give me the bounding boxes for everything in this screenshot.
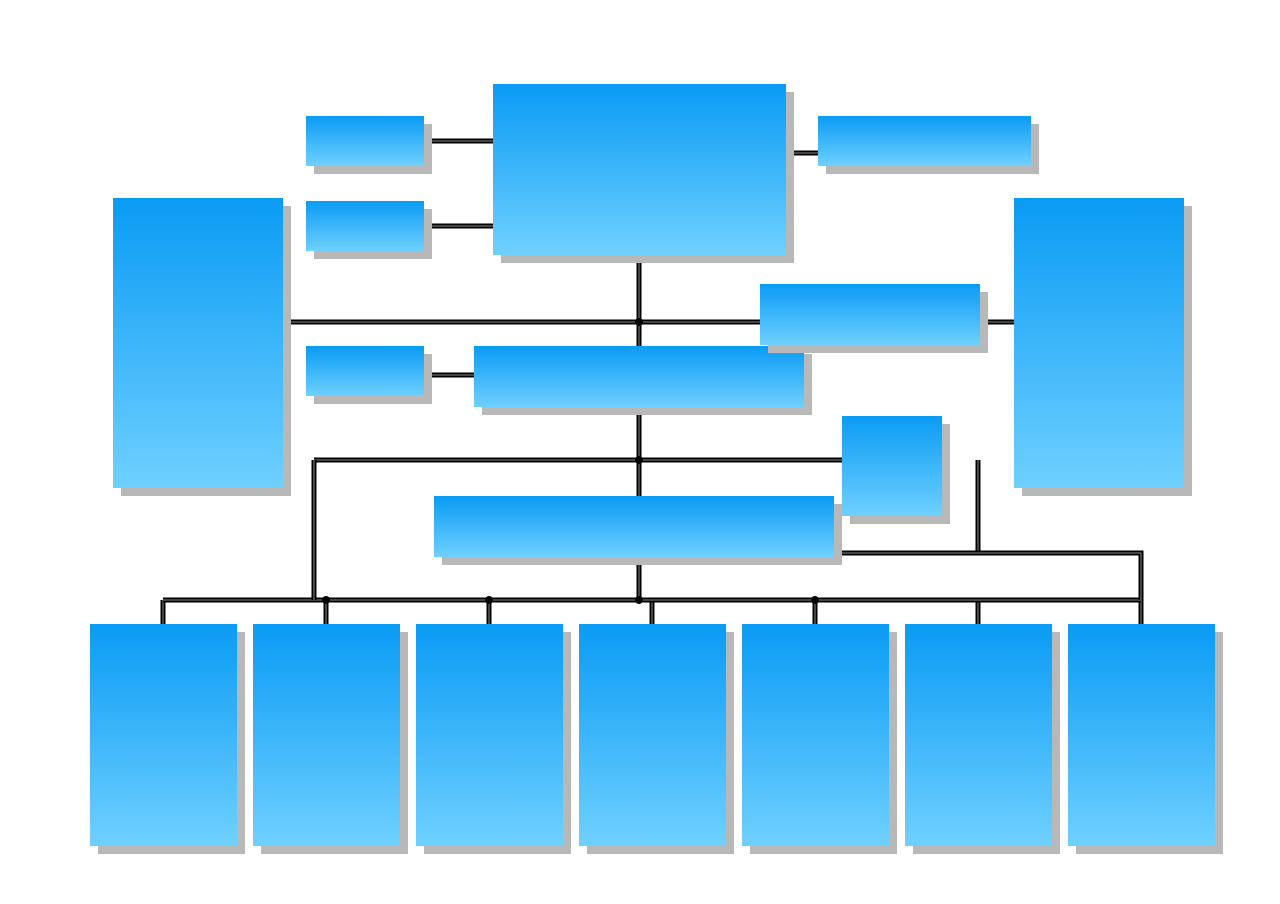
node-side-right bbox=[1014, 198, 1184, 488]
node-fill bbox=[90, 624, 237, 846]
node-fill bbox=[474, 346, 804, 407]
node-mid-left-small bbox=[306, 346, 424, 396]
node-top-left-2 bbox=[306, 201, 424, 251]
node-fill bbox=[818, 116, 1031, 166]
node-fill bbox=[493, 84, 786, 255]
node-fill bbox=[579, 624, 726, 846]
node-top-main bbox=[493, 84, 786, 255]
node-row-4 bbox=[579, 624, 726, 846]
node-side-left bbox=[113, 198, 283, 488]
node-fill bbox=[1014, 198, 1184, 488]
node-fill bbox=[434, 496, 834, 557]
node-fill bbox=[416, 624, 563, 846]
node-fill bbox=[842, 416, 942, 516]
node-row-3 bbox=[416, 624, 563, 846]
node-fill bbox=[306, 201, 424, 251]
node-top-left-1 bbox=[306, 116, 424, 166]
node-row-6 bbox=[905, 624, 1052, 846]
node-fill bbox=[113, 198, 283, 488]
node-fill bbox=[742, 624, 889, 846]
node-fill bbox=[1068, 624, 1215, 846]
node-fill bbox=[306, 116, 424, 166]
node-mid-right-1 bbox=[760, 284, 980, 345]
org-chart-diagram bbox=[0, 0, 1280, 904]
node-mid-center bbox=[474, 346, 804, 407]
node-row-5 bbox=[742, 624, 889, 846]
node-fill bbox=[760, 284, 980, 345]
node-row-7 bbox=[1068, 624, 1215, 846]
node-wide-center bbox=[434, 496, 834, 557]
node-fill bbox=[253, 624, 400, 846]
node-mid-right-2 bbox=[842, 416, 942, 516]
node-top-right-1 bbox=[818, 116, 1031, 166]
node-row-2 bbox=[253, 624, 400, 846]
node-row-1 bbox=[90, 624, 237, 846]
node-fill bbox=[905, 624, 1052, 846]
node-fill bbox=[306, 346, 424, 396]
